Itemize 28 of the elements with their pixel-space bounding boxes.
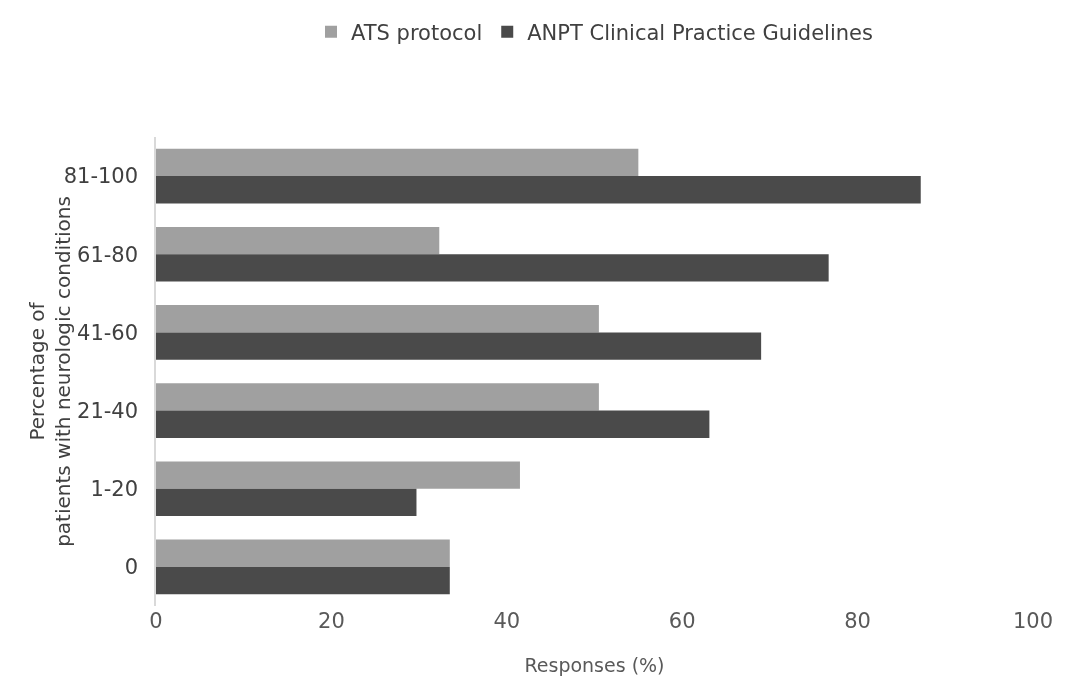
bar	[156, 539, 450, 567]
bar	[156, 566, 450, 595]
bar	[156, 383, 599, 411]
bar	[156, 305, 599, 333]
y-tick-label: 41-60	[77, 320, 139, 345]
x-tick-label: 0	[149, 609, 163, 633]
y-tick-label: 61-80	[77, 242, 139, 267]
y-axis-title: Percentage of patients with neurologic conditions	[25, 196, 76, 547]
x-tick-label: 80	[844, 609, 871, 633]
bar	[156, 226, 440, 255]
y-tick-label: 21-40	[77, 398, 139, 423]
bar	[156, 461, 520, 489]
bar	[156, 488, 417, 517]
bar	[156, 410, 710, 438]
bar	[156, 332, 762, 360]
legend-label: ANPT Clinical Practice Guidelines	[527, 20, 873, 45]
bar	[156, 148, 639, 177]
y-tick-label: 1-20	[90, 477, 139, 502]
x-tick-label: 20	[318, 609, 345, 633]
x-axis-title: Responses (%)	[524, 654, 665, 676]
legend-label: ATS protocol	[351, 20, 483, 45]
bar	[156, 176, 921, 204]
y-tick-label: 0	[124, 555, 139, 580]
x-tick-label: 100	[1012, 609, 1054, 633]
y-tick-label: 81-100	[63, 164, 139, 189]
bar	[156, 254, 829, 282]
x-tick-label: 40	[493, 609, 521, 633]
x-tick-label: 60	[668, 609, 696, 633]
